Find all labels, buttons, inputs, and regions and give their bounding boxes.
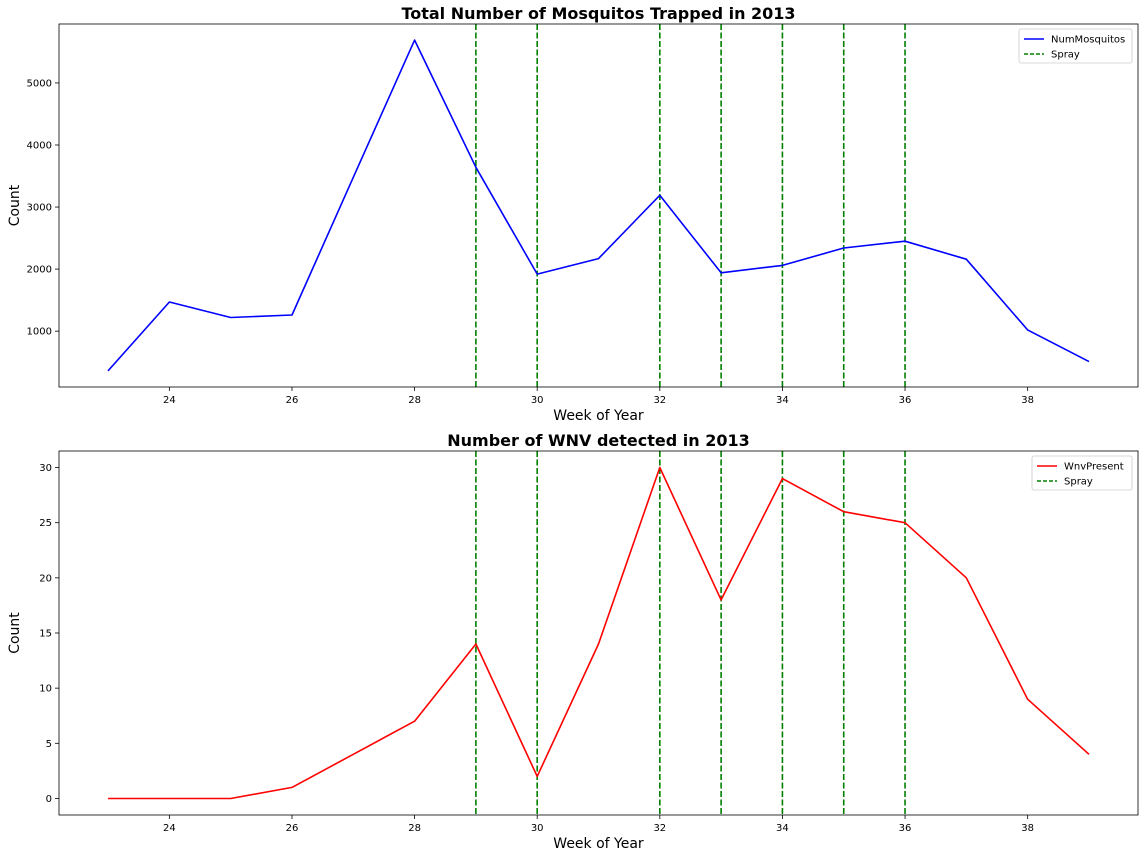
- x-tick-label: 34: [776, 395, 789, 406]
- x-tick-label: 38: [1021, 823, 1034, 834]
- x-axis-label: Week of Year: [553, 408, 644, 424]
- legend-label: Spray: [1051, 50, 1080, 61]
- y-axis-label: Count: [7, 612, 23, 654]
- x-tick-label: 34: [776, 823, 789, 834]
- y-tick-label: 1000: [27, 327, 52, 338]
- series-line: [108, 466, 1090, 800]
- x-tick-label: 28: [408, 823, 421, 834]
- x-tick-label: 28: [408, 395, 421, 406]
- x-axis-label: Week of Year: [553, 836, 644, 852]
- legend-label: WnvPresent: [1064, 462, 1124, 473]
- x-tick-label: 26: [286, 395, 299, 406]
- y-tick-label: 4000: [27, 141, 52, 152]
- x-tick-label: 32: [653, 395, 666, 406]
- y-axis-label: Count: [7, 184, 23, 226]
- legend-label: NumMosquitos: [1051, 35, 1125, 46]
- plot-frame: [58, 450, 1139, 816]
- y-tick-label: 5000: [27, 78, 52, 89]
- legend-label: Spray: [1064, 477, 1093, 488]
- x-tick-label: 36: [899, 823, 912, 834]
- x-tick-label: 38: [1021, 395, 1034, 406]
- legend-box: [1018, 28, 1133, 64]
- x-tick-label: 24: [163, 823, 176, 834]
- y-tick-label: 25: [39, 518, 52, 529]
- chart-1: Total Number of Mosquitos Trapped in 201…: [7, 4, 1139, 424]
- plot-frame: [58, 23, 1139, 388]
- y-tick-label: 20: [39, 573, 52, 584]
- y-tick-label: 3000: [27, 203, 52, 214]
- legend: NumMosquitos Spray: [1018, 28, 1133, 64]
- x-tick-label: 24: [163, 395, 176, 406]
- x-tick-label: 26: [286, 823, 299, 834]
- chart-title: Total Number of Mosquitos Trapped in 201…: [401, 4, 795, 23]
- series-line: [107, 39, 1090, 372]
- x-tick-label: 32: [653, 823, 666, 834]
- y-tick-label: 0: [46, 794, 52, 805]
- y-tick-label: 30: [39, 463, 52, 474]
- y-tick-label: 15: [39, 629, 52, 640]
- y-tick-label: 10: [39, 684, 52, 695]
- x-tick-label: 30: [531, 823, 544, 834]
- y-tick-label: 2000: [27, 265, 52, 276]
- legend: WnvPresent Spray: [1031, 455, 1133, 491]
- chart-title: Number of WNV detected in 2013: [447, 431, 750, 450]
- x-tick-label: 30: [531, 395, 544, 406]
- chart-2: Number of WNV detected in 2013 Week of Ye…: [7, 431, 1139, 852]
- y-tick-label: 5: [46, 739, 52, 750]
- x-tick-label: 36: [899, 395, 912, 406]
